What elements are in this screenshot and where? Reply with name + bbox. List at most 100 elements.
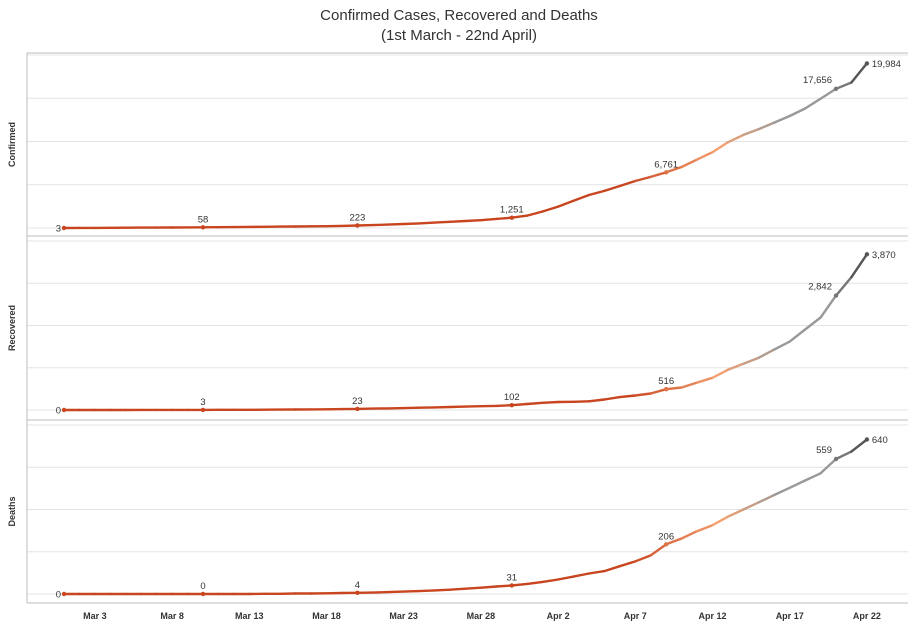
series-segment-recovered <box>495 404 513 408</box>
series-segment-confirmed <box>819 87 838 100</box>
data-point[interactable] <box>355 223 360 228</box>
data-label: 1,251 <box>500 205 524 216</box>
series-segment-deaths <box>788 479 807 489</box>
data-point[interactable] <box>61 407 67 413</box>
series-segment-deaths <box>773 486 791 497</box>
series-segment-recovered <box>634 392 652 397</box>
data-label: 0 <box>56 406 61 417</box>
data-label: 0 <box>200 581 205 592</box>
data-label: 3 <box>56 224 61 235</box>
data-point[interactable] <box>200 225 206 230</box>
series-segment-recovered <box>742 356 760 365</box>
series-segment-deaths <box>526 580 544 586</box>
data-point[interactable] <box>833 293 839 298</box>
series-segment-deaths <box>433 588 452 592</box>
series-segment-confirmed <box>850 62 869 84</box>
y-axis-label-recovered: Recovered <box>7 305 17 351</box>
data-point[interactable] <box>833 86 839 92</box>
x-tick-label: Apr 22 <box>853 611 881 621</box>
series-segment-deaths <box>695 524 714 533</box>
x-tick-label: Mar 28 <box>467 611 496 621</box>
series-segment-deaths <box>665 537 683 546</box>
data-point[interactable] <box>61 225 67 231</box>
series-segment-confirmed <box>834 81 853 91</box>
series-segment-deaths <box>479 585 498 589</box>
series-segment-confirmed <box>603 184 621 193</box>
data-label: 516 <box>658 376 674 387</box>
data-point[interactable] <box>200 407 206 413</box>
x-tick-label: Apr 17 <box>776 611 804 621</box>
gridlines <box>27 54 908 595</box>
data-point[interactable] <box>664 542 669 547</box>
data-label: 19,984 <box>872 59 901 70</box>
series-segment-deaths <box>387 590 405 594</box>
series-segment-recovered <box>788 328 807 343</box>
series-segment-recovered <box>757 348 776 359</box>
data-label: 102 <box>504 392 520 403</box>
data-point[interactable] <box>200 591 206 597</box>
data-label: 3,870 <box>872 250 896 261</box>
series-segment-deaths <box>757 493 776 504</box>
series-segment-confirmed <box>587 189 606 197</box>
data-label: 17,656 <box>803 75 832 86</box>
x-tick-label: Apr 12 <box>698 611 726 621</box>
chart-title-main: Confirmed Cases, Recovered and Deaths <box>320 7 598 24</box>
data-points <box>61 61 870 597</box>
series-segment-recovered <box>603 395 621 401</box>
y-axis-label-deaths: Deaths <box>7 496 17 526</box>
series-segment-confirmed <box>773 114 791 124</box>
data-label: 23 <box>352 396 363 407</box>
data-label: 223 <box>349 213 365 224</box>
data-point[interactable] <box>664 170 669 175</box>
series-segment-confirmed <box>726 133 745 144</box>
data-labels: 3 58 223 1,251 6,761 17,656 19,984 0 3 23 102 516 2,… <box>56 59 901 601</box>
data-point[interactable] <box>355 590 360 595</box>
series-segment-deaths <box>834 450 853 461</box>
series-segment-deaths <box>495 584 513 588</box>
series-segment-recovered <box>572 400 591 403</box>
data-point[interactable] <box>833 456 839 462</box>
series-lines <box>62 62 869 596</box>
x-tick-label: Mar 18 <box>312 611 341 621</box>
data-point[interactable] <box>864 252 870 257</box>
series-segment-deaths <box>803 472 822 482</box>
data-point[interactable] <box>864 61 870 66</box>
series-segment-confirmed <box>495 216 513 221</box>
data-label: 3 <box>200 397 205 408</box>
series-segment-confirmed <box>634 175 652 183</box>
series-segment-deaths <box>541 578 560 584</box>
series-segment-confirmed <box>711 141 730 154</box>
series-segment-recovered <box>541 400 560 404</box>
series-segment-deaths <box>417 589 436 593</box>
series-segment-confirmed <box>510 214 529 219</box>
data-point[interactable] <box>509 215 514 220</box>
data-point[interactable] <box>61 591 67 597</box>
series-segment-recovered <box>665 386 683 391</box>
data-point[interactable] <box>864 437 870 442</box>
series-segment-confirmed <box>803 97 822 110</box>
data-label: 6,761 <box>654 159 678 170</box>
series-segment-recovered <box>834 276 853 297</box>
x-tick-label: Mar 13 <box>235 611 264 621</box>
series-segment-confirmed <box>680 158 699 169</box>
series-segment-recovered <box>618 394 637 399</box>
series-segment-recovered <box>680 381 699 389</box>
series-segment-recovered <box>773 340 791 351</box>
series-segment-deaths <box>603 565 621 573</box>
data-label: 31 <box>507 573 518 584</box>
series-segment-deaths <box>649 543 668 557</box>
y-axis-label-confirmed: Confirmed <box>7 122 17 167</box>
data-point[interactable] <box>355 406 360 412</box>
data-point[interactable] <box>664 387 669 392</box>
series-segment-confirmed <box>665 165 683 174</box>
data-point[interactable] <box>509 583 514 588</box>
series-segment-confirmed <box>448 219 467 224</box>
series-segment-confirmed <box>757 121 776 131</box>
data-point[interactable] <box>509 403 514 408</box>
series-segment-recovered <box>803 316 822 331</box>
chart-subtitle: (1st March - 22nd April) <box>381 27 537 44</box>
series-segment-confirmed <box>371 223 390 227</box>
series-segment-confirmed <box>464 218 483 223</box>
series-segment-confirmed <box>526 210 544 217</box>
